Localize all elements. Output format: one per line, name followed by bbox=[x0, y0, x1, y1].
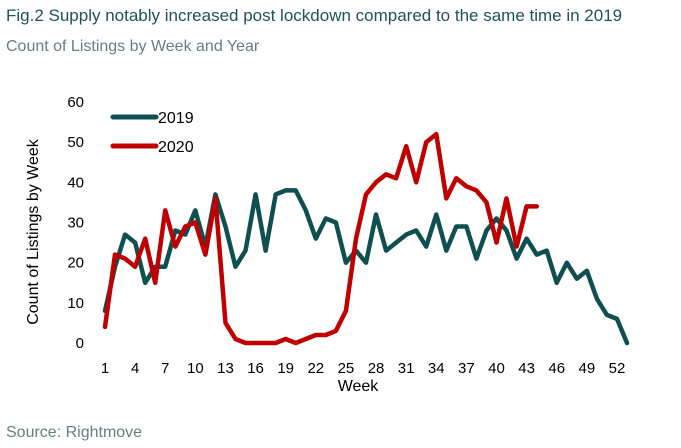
x-tick-label: 19 bbox=[277, 360, 294, 377]
x-tick-label: 7 bbox=[161, 360, 169, 377]
x-tick-label: 37 bbox=[458, 360, 475, 377]
legend: 2019 2020 bbox=[110, 110, 194, 156]
x-tick-label: 49 bbox=[579, 360, 596, 377]
y-tick-label: 10 bbox=[67, 295, 84, 312]
x-tick-label: 22 bbox=[307, 360, 324, 377]
x-tick-label: 34 bbox=[428, 360, 445, 377]
legend-label-2020: 2020 bbox=[158, 139, 194, 156]
series-line-2019 bbox=[102, 188, 630, 346]
chart-title: Fig.2 Supply notably increased post lock… bbox=[6, 6, 623, 25]
y-tick-label: 30 bbox=[67, 215, 84, 232]
x-tick-label: 1 bbox=[101, 360, 109, 377]
x-tick-label: 40 bbox=[488, 360, 505, 377]
x-axis-title: Week bbox=[338, 378, 380, 395]
x-tick-label: 43 bbox=[518, 360, 535, 377]
y-tick-label: 20 bbox=[67, 255, 84, 272]
source-note: Source: Rightmove bbox=[6, 424, 143, 441]
x-tick-label: 28 bbox=[368, 360, 385, 377]
series-layer bbox=[102, 131, 630, 346]
x-tick-label: 46 bbox=[548, 360, 565, 377]
x-tick-label: 4 bbox=[131, 360, 139, 377]
y-tick-label: 60 bbox=[67, 94, 84, 111]
x-tick-label: 16 bbox=[247, 360, 264, 377]
x-tick-label: 52 bbox=[609, 360, 626, 377]
legend-label-2019: 2019 bbox=[158, 110, 194, 127]
y-tick-label: 40 bbox=[67, 174, 84, 191]
y-axis-title: Count of Listings by Week bbox=[25, 138, 42, 325]
x-tick-label: 31 bbox=[398, 360, 415, 377]
x-axis-ticks: 1 4 7 10 13 16 19 22 25 28 31 34 37 40 43 46 49 52 bbox=[101, 360, 625, 377]
y-tick-label: 0 bbox=[76, 335, 84, 352]
x-tick-label: 25 bbox=[338, 360, 355, 377]
y-tick-label: 50 bbox=[67, 134, 84, 151]
x-tick-label: 13 bbox=[217, 360, 234, 377]
x-tick-label: 10 bbox=[187, 360, 204, 377]
series-line-2020 bbox=[102, 131, 539, 346]
chart-subtitle: Count of Listings by Week and Year bbox=[6, 38, 260, 55]
y-axis-ticks: 0 10 20 30 40 50 60 bbox=[67, 94, 84, 352]
